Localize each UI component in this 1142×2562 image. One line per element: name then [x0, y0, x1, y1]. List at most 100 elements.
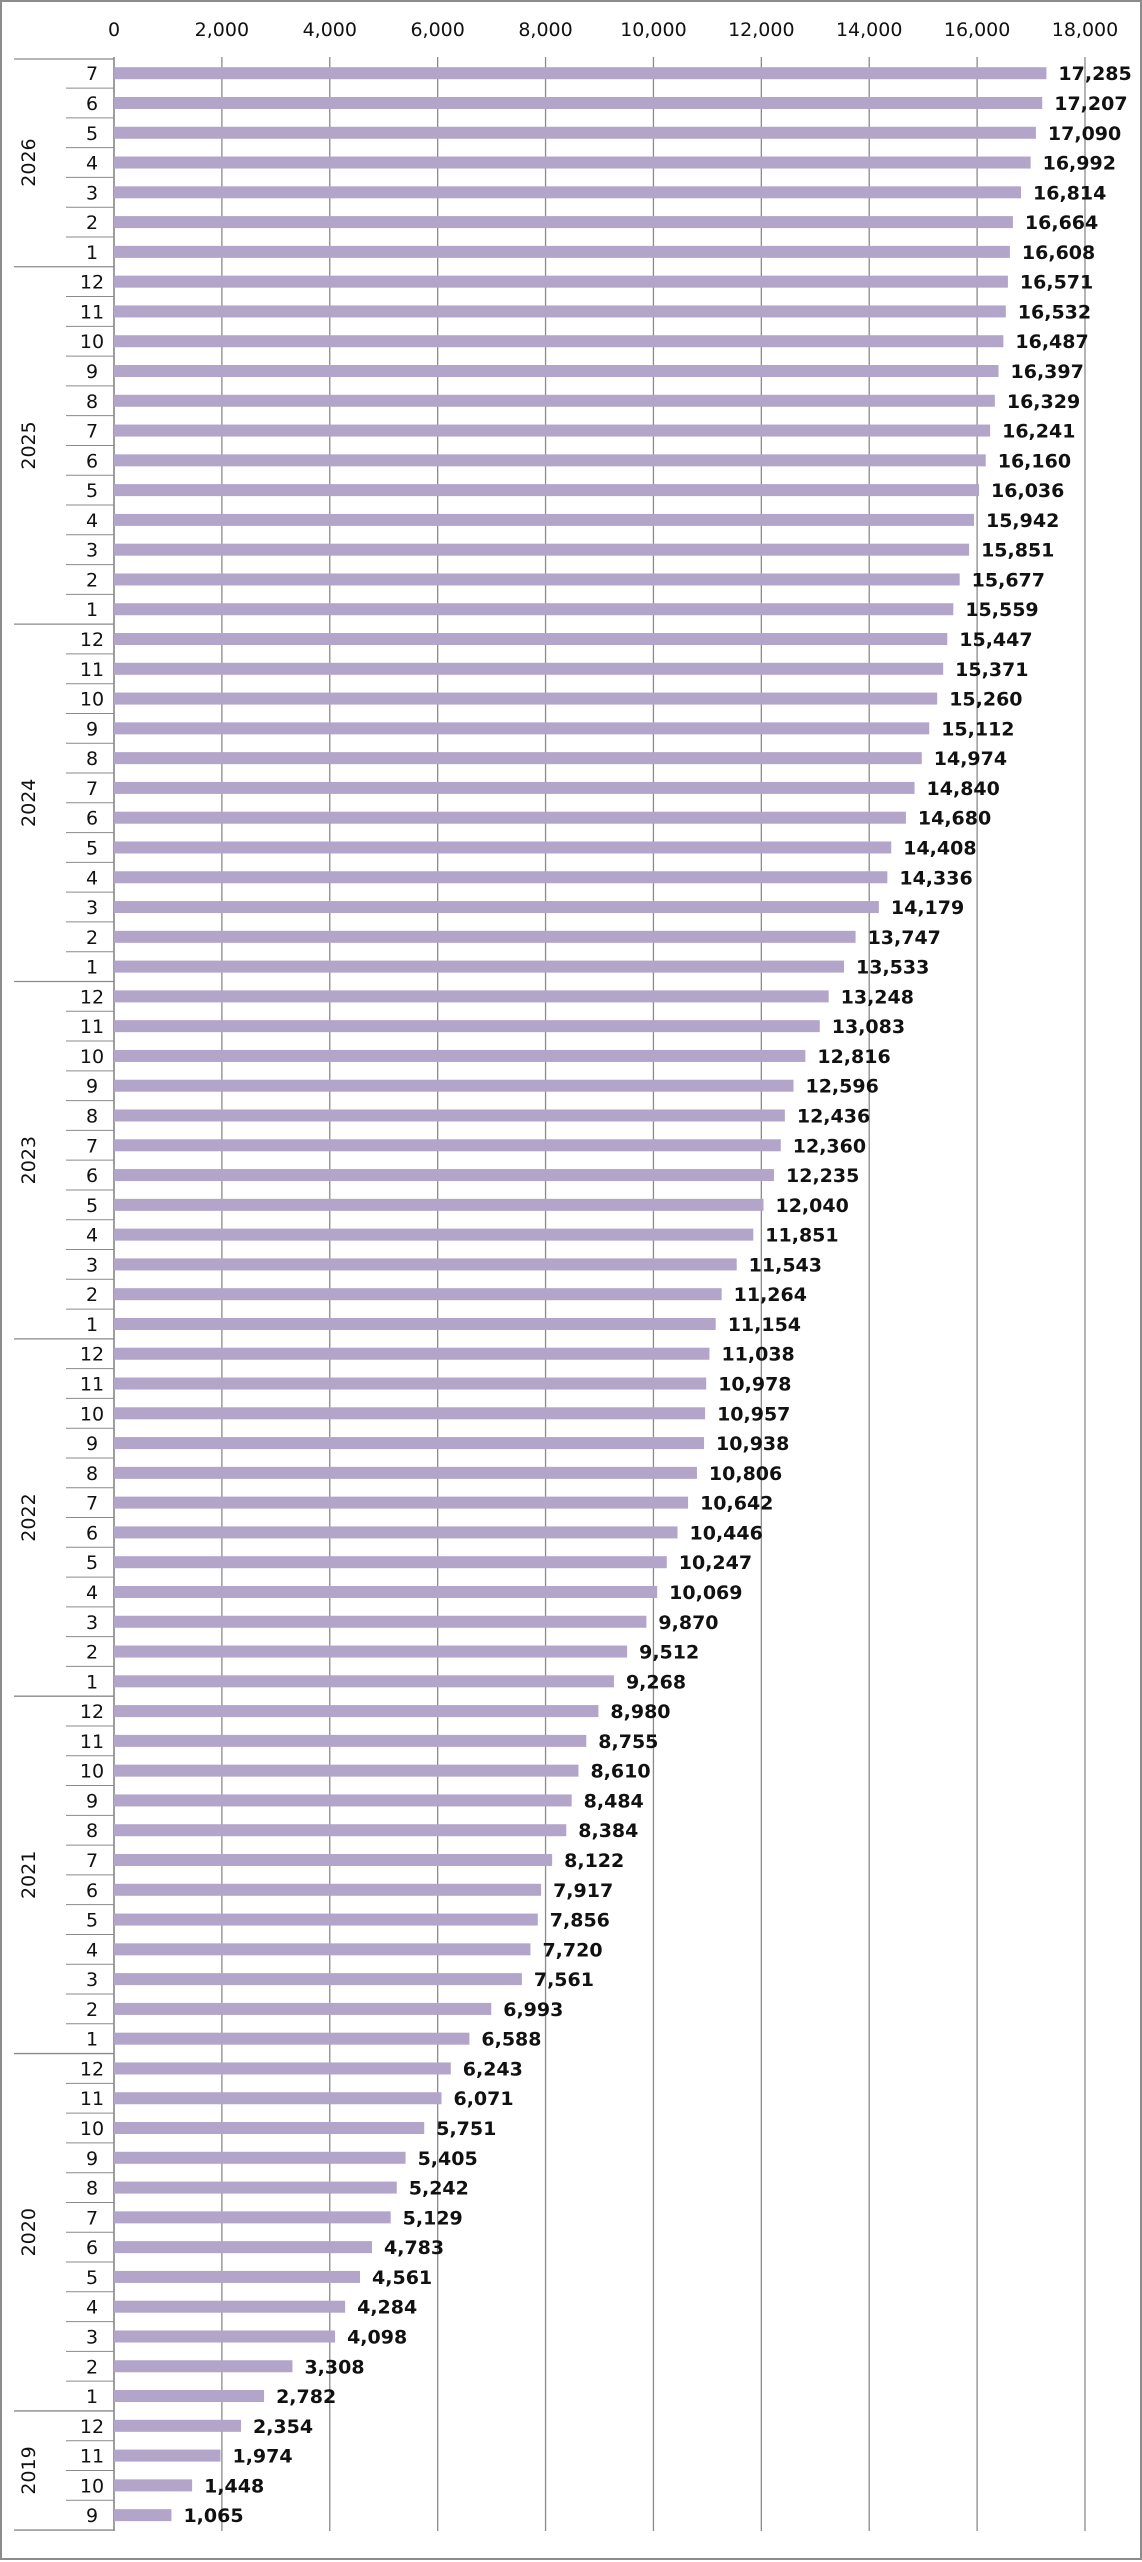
bar — [114, 1288, 722, 1301]
bar — [114, 1854, 553, 1866]
month-label: 2 — [86, 1642, 98, 1664]
x-tick-label: 10,000 — [620, 19, 686, 41]
data-label: 16,036 — [991, 480, 1064, 502]
bar — [114, 1377, 707, 1390]
month-label: 11 — [80, 2446, 104, 2468]
month-label: 5 — [86, 480, 98, 502]
data-label: 10,446 — [690, 1522, 763, 1544]
month-label: 2 — [86, 569, 98, 591]
data-label: 2,782 — [276, 2386, 336, 2408]
data-label: 16,160 — [998, 450, 1071, 472]
bar — [114, 1883, 542, 1896]
x-tick-label: 0 — [108, 19, 120, 41]
bar — [114, 1526, 678, 1539]
month-label: 9 — [86, 718, 98, 740]
bar — [114, 1794, 572, 1807]
bar — [114, 1437, 705, 1450]
bar — [114, 1228, 754, 1241]
bar — [114, 2181, 397, 2194]
month-label: 2 — [86, 2356, 98, 2378]
data-label: 2,354 — [253, 2416, 313, 2438]
month-label: 12 — [80, 986, 104, 1008]
month-label: 1 — [86, 1314, 98, 1336]
data-label: 13,533 — [856, 957, 929, 979]
year-label: 2026 — [18, 138, 40, 186]
bar — [114, 2241, 373, 2254]
data-label: 9,870 — [658, 1612, 718, 1634]
month-label: 3 — [86, 897, 98, 919]
data-label: 8,484 — [584, 1790, 644, 1812]
bar — [114, 2390, 265, 2403]
year-label: 2020 — [18, 2208, 40, 2256]
bar — [114, 722, 930, 735]
data-label: 17,207 — [1054, 93, 1127, 115]
bar — [114, 662, 944, 675]
data-label: 8,755 — [598, 1731, 658, 1753]
bar — [114, 1585, 658, 1598]
data-label: 6,993 — [503, 1999, 563, 2021]
data-label: 15,447 — [959, 629, 1032, 651]
data-label: 11,154 — [728, 1314, 801, 1336]
bar — [114, 96, 1043, 109]
data-label: 13,083 — [832, 1016, 905, 1038]
data-label: 12,360 — [793, 1135, 866, 1157]
bar — [114, 692, 938, 705]
data-label: 4,098 — [347, 2326, 407, 2348]
bar — [114, 216, 1013, 229]
bar — [114, 1347, 710, 1360]
year-label: 2022 — [18, 1493, 40, 1541]
month-label: 7 — [86, 63, 98, 85]
data-label: 12,040 — [775, 1195, 848, 1217]
month-label: 6 — [86, 1880, 98, 1902]
month-label: 7 — [86, 1493, 98, 1515]
bar — [114, 1139, 781, 1152]
month-label: 9 — [86, 1433, 98, 1455]
month-label: 1 — [86, 1671, 98, 1693]
data-label: 5,242 — [409, 2178, 469, 2200]
data-label: 16,664 — [1025, 212, 1098, 234]
month-label: 2 — [86, 927, 98, 949]
data-label: 4,284 — [357, 2297, 417, 2319]
bar — [114, 484, 980, 497]
month-label: 7 — [86, 1135, 98, 1157]
data-label: 16,608 — [1022, 242, 1095, 264]
data-label: 9,512 — [639, 1642, 699, 1664]
data-label: 16,814 — [1033, 182, 1106, 204]
bar — [114, 454, 986, 467]
month-label: 7 — [86, 778, 98, 800]
data-label: 16,241 — [1002, 421, 1075, 443]
data-label: 16,992 — [1043, 153, 1116, 175]
bar — [114, 2062, 451, 2075]
bar — [114, 1466, 697, 1479]
month-label: 8 — [86, 1820, 98, 1842]
month-label: 6 — [86, 93, 98, 115]
month-label: 3 — [86, 1612, 98, 1634]
month-label: 6 — [86, 450, 98, 472]
data-label: 16,532 — [1018, 301, 1091, 323]
month-label: 12 — [80, 272, 104, 294]
bar — [114, 2092, 442, 2105]
month-label: 3 — [86, 1969, 98, 1991]
x-tick-label: 8,000 — [518, 19, 572, 41]
bar — [114, 901, 879, 914]
bar — [114, 305, 1006, 318]
x-tick-label: 14,000 — [836, 19, 902, 41]
data-label: 10,642 — [700, 1493, 773, 1515]
data-label: 1,448 — [204, 2475, 264, 2497]
data-label: 10,978 — [718, 1374, 791, 1396]
month-label: 4 — [86, 1939, 98, 1961]
month-label: 5 — [86, 2267, 98, 2289]
bar — [114, 2151, 406, 2164]
data-label: 11,543 — [749, 1254, 822, 1276]
month-label: 4 — [86, 153, 98, 175]
bar — [114, 1496, 689, 1509]
month-label: 4 — [86, 1225, 98, 1247]
year-label: 2023 — [18, 1136, 40, 1184]
data-label: 15,677 — [972, 569, 1045, 591]
bar — [114, 841, 892, 854]
data-label: 11,851 — [765, 1225, 838, 1247]
bar — [114, 1049, 806, 1062]
month-label: 11 — [80, 1731, 104, 1753]
bar — [114, 1020, 820, 1033]
data-label: 10,806 — [709, 1463, 782, 1485]
